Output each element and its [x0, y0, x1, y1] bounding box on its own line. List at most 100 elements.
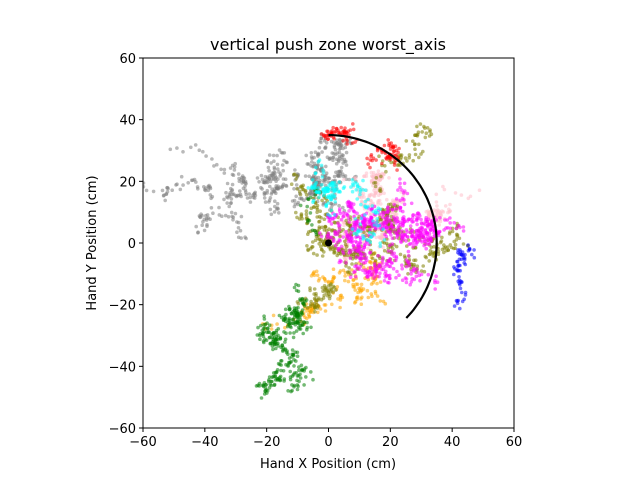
scatter-point — [225, 201, 229, 205]
scatter-point — [400, 278, 405, 283]
scatter-point — [394, 197, 399, 201]
scatter-point — [330, 302, 334, 307]
scatter-point — [344, 159, 348, 164]
scatter-point — [339, 217, 344, 222]
scatter-point — [394, 244, 399, 249]
scatter-point — [419, 152, 423, 156]
scatter-point — [368, 240, 373, 244]
x-tick-label: −20 — [253, 435, 280, 450]
scatter-point — [267, 153, 272, 157]
scatter-point — [334, 142, 338, 146]
scatter-point — [200, 223, 204, 227]
scatter-point — [313, 309, 317, 314]
scatter-point — [306, 232, 310, 236]
scatter-point — [279, 359, 283, 363]
scatter-point — [266, 165, 271, 170]
scatter-point — [390, 207, 394, 212]
scatter-point — [362, 174, 367, 178]
scatter-point — [448, 216, 452, 220]
scatter-point — [178, 187, 183, 192]
scatter-point — [334, 288, 338, 292]
scatter-point — [314, 190, 319, 194]
scatter-point — [415, 124, 419, 129]
scatter-point — [295, 187, 299, 191]
scatter-point — [296, 305, 300, 310]
scatter-point — [398, 252, 403, 257]
scatter-point — [290, 321, 294, 326]
scatter-point — [435, 280, 440, 285]
scatter-point — [370, 256, 375, 261]
scatter-point — [238, 228, 243, 233]
scatter-point — [423, 239, 428, 244]
scatter-point — [273, 342, 278, 347]
scatter-point — [399, 233, 403, 237]
scatter-point — [330, 229, 334, 233]
scatter-point — [197, 214, 202, 218]
scatter-point — [284, 312, 288, 317]
scatter-point — [429, 228, 434, 232]
scatter-point — [390, 261, 394, 265]
scatter-point — [304, 375, 308, 379]
scatter-point — [345, 142, 350, 146]
scatter-point — [434, 274, 438, 279]
scatter-point — [316, 297, 321, 302]
scatter-point — [315, 253, 319, 257]
scatter-point — [329, 222, 334, 226]
scatter-point — [263, 200, 268, 204]
scatter-point — [264, 388, 269, 392]
scatter-point — [353, 239, 358, 244]
scatter-point — [382, 248, 387, 253]
scatter-point — [308, 286, 312, 290]
scatter-point — [288, 369, 293, 374]
scatter-point — [384, 261, 389, 266]
scatter-point — [315, 207, 320, 212]
scatter-point — [263, 174, 268, 179]
scatter-point — [209, 196, 213, 201]
scatter-point — [320, 198, 324, 203]
scatter-point — [370, 175, 375, 179]
scatter-point — [379, 174, 383, 179]
scatter-point — [359, 282, 364, 287]
scatter-point — [327, 183, 331, 188]
scatter-point — [344, 229, 348, 234]
scatter-point — [410, 276, 415, 281]
scatter-point — [353, 275, 358, 279]
scatter-point — [427, 222, 431, 227]
scatter-point — [423, 126, 427, 130]
scatter-point — [386, 249, 391, 253]
scatter-point — [334, 161, 339, 166]
scatter-point — [338, 144, 343, 148]
scatter-point — [351, 284, 356, 289]
scatter-point — [337, 238, 342, 242]
scatter-point — [319, 244, 323, 249]
scatter-point — [336, 251, 341, 256]
scatter-point — [365, 275, 369, 279]
scatter-point — [359, 297, 363, 301]
scatter-point — [373, 191, 377, 196]
scatter-point — [320, 254, 325, 258]
scatter-point — [332, 184, 336, 188]
scatter-point — [375, 281, 379, 286]
scatter-point — [256, 325, 260, 330]
scatter-point — [393, 212, 398, 217]
scatter-point — [427, 259, 432, 263]
scatter-point — [283, 347, 288, 351]
scatter-point — [381, 245, 385, 250]
scatter-point — [315, 273, 320, 278]
scatter-point — [186, 181, 190, 185]
scatter-point — [233, 161, 237, 166]
scatter-point — [368, 265, 373, 270]
scatter-point — [338, 295, 343, 300]
scatter-point — [359, 286, 363, 290]
scatter-point — [282, 151, 287, 155]
scatter-point — [467, 246, 472, 251]
scatter-point — [375, 220, 379, 225]
scatter-point — [259, 173, 264, 178]
scatter-point — [231, 215, 236, 220]
scatter-point — [309, 370, 313, 374]
scatter-point — [296, 301, 301, 306]
scatter-point — [298, 327, 303, 331]
scatter-point — [296, 283, 301, 288]
scatter-point — [415, 132, 420, 137]
scatter-point — [363, 205, 368, 209]
